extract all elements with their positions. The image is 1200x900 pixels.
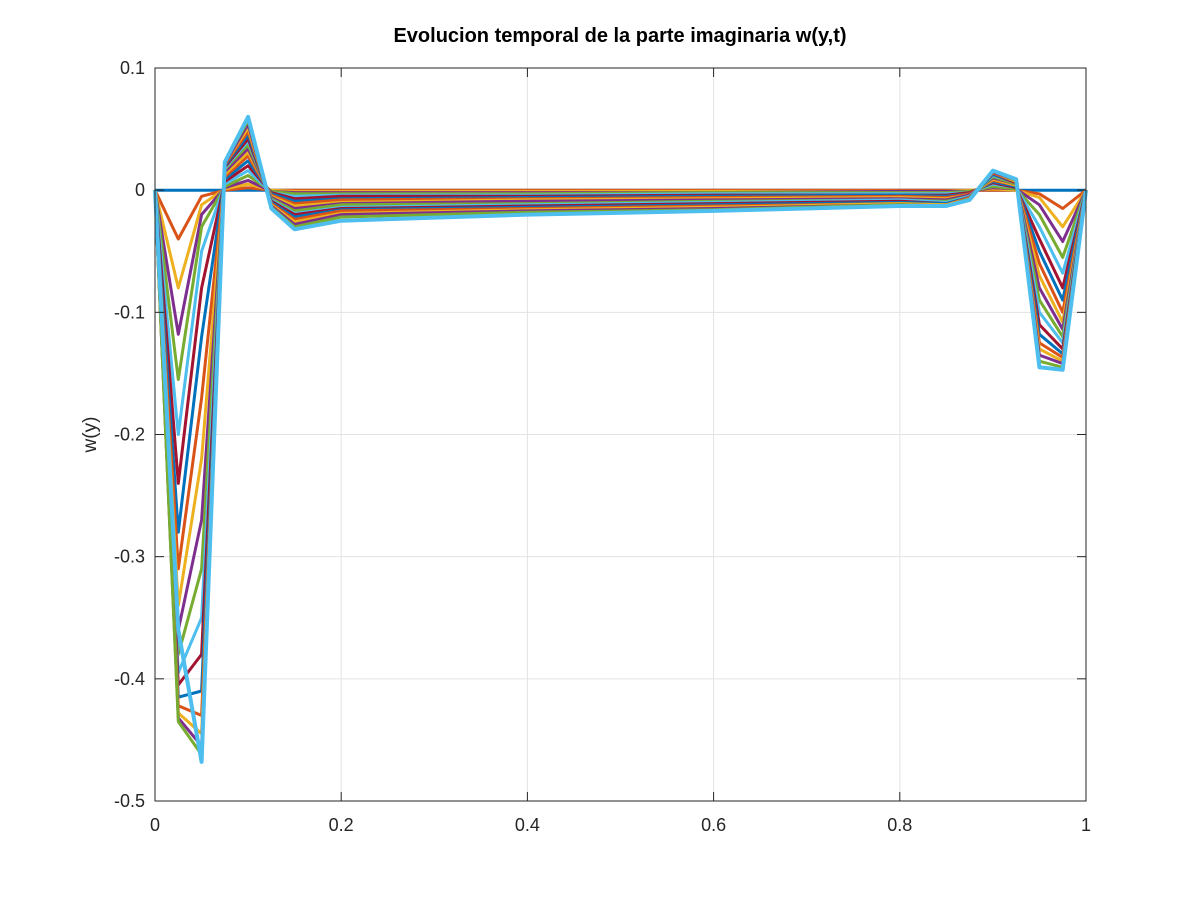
x-tick-label: 0.8 [887, 815, 912, 835]
series-group [153, 114, 1088, 764]
y-tick-label: -0.5 [114, 791, 145, 811]
ticks: 0 0.2 0.4 0.6 0.8 1 0.1 0 -0.1 -0.2 -0.3 -0.4 -0.5 [114, 58, 1091, 835]
y-tick-label: -0.4 [114, 669, 145, 689]
grid [154, 67, 1087, 802]
y-tick-label: -0.2 [114, 425, 145, 445]
x-tick-label: 0 [150, 815, 160, 835]
y-tick-label: -0.1 [114, 302, 145, 322]
x-tick-label: 1 [1081, 815, 1091, 835]
y-tick-label: 0 [135, 180, 145, 200]
x-tick-label: 0.2 [329, 815, 354, 835]
series-line [153, 114, 1088, 764]
y-axis-label: w(y) [80, 417, 101, 454]
x-tick-label: 0.6 [701, 815, 726, 835]
series-line [153, 130, 1088, 717]
chart-title: Evolucion temporal de la parte imaginari… [393, 25, 846, 47]
x-tick-label: 0.4 [515, 815, 540, 835]
y-tick-label: 0.1 [120, 58, 145, 78]
y-tick-label: -0.3 [114, 547, 145, 567]
